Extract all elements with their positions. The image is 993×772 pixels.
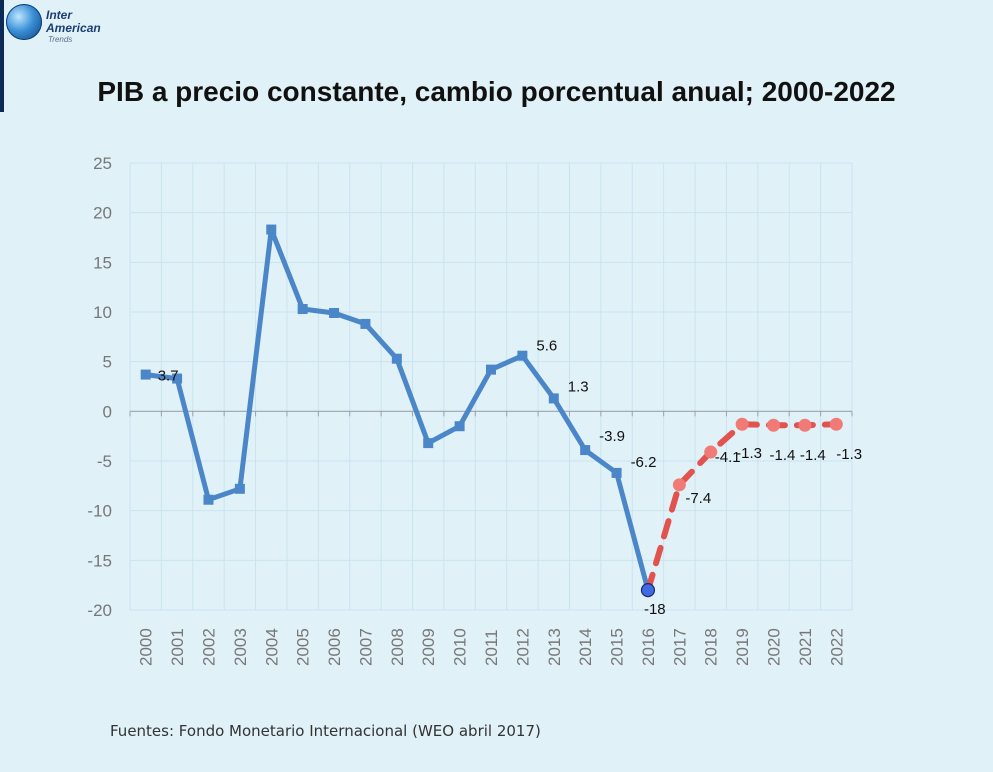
series-1-point [517, 350, 528, 361]
y-tick-label: -10 [87, 502, 112, 521]
series-1-point [391, 353, 402, 364]
data-label: 3.7 [158, 368, 179, 385]
data-label-layer: 3.75.61.3-3.9-6.2-18-7.4-4.1-1.3 -1.4 -1.4… [158, 338, 862, 618]
data-label: -1.3 [736, 445, 762, 462]
series-1-point [172, 373, 183, 384]
x-tick-label: 2010 [451, 628, 470, 666]
series-1-point [234, 483, 245, 494]
series-1-point [423, 438, 434, 449]
left-edge-bar [0, 0, 4, 112]
y-tick-label: 25 [93, 154, 112, 173]
data-label: 1.3 [568, 378, 589, 395]
data-label: -4.1 [715, 449, 741, 466]
series-1-point [360, 318, 371, 329]
data-label: -7.4 [685, 490, 711, 507]
y-tick-label: 0 [103, 402, 112, 421]
y-tick-label: -5 [97, 452, 112, 471]
x-tick-label: 2000 [137, 628, 156, 666]
y-tick-label: 20 [93, 204, 112, 223]
source-note: Fuentes: Fondo Monetario Internacional (… [110, 722, 541, 740]
x-tick-label: 2017 [670, 628, 689, 666]
data-label: -1.4 [770, 447, 796, 464]
x-tick-label: 2012 [513, 628, 532, 666]
inter-american-trends-logo: Inter American Trends [6, 4, 146, 46]
x-tick-label: 2019 [733, 628, 752, 666]
series-1-point [266, 224, 277, 235]
y-tick-label: -15 [87, 551, 112, 570]
y-tick-label: 15 [93, 253, 112, 272]
series-2-point [735, 417, 749, 431]
series-layer [140, 224, 843, 598]
x-tick-label: 2005 [294, 628, 313, 666]
x-tick-label: 2011 [482, 629, 501, 666]
globe-icon [6, 4, 42, 40]
series-1-point [548, 393, 559, 404]
data-label: -1.3 [836, 446, 862, 463]
series-2-point [798, 418, 812, 432]
logo-text-line3: Trends [48, 35, 73, 44]
data-label: -1.4 [800, 447, 826, 464]
x-tick-label: 2006 [325, 628, 344, 666]
series-1-point [203, 494, 214, 505]
x-tick-label: 2014 [576, 628, 595, 666]
x-tick-label: 2013 [545, 628, 564, 666]
x-tick-label: 2018 [702, 628, 721, 666]
series-2-point [672, 478, 686, 492]
x-tick-label: 2020 [765, 628, 784, 666]
series-2-point [767, 418, 781, 432]
y-tick-label: 5 [103, 353, 112, 372]
series-1-point [486, 364, 496, 375]
x-tick-label: 2021 [796, 628, 815, 666]
series-1-point [454, 421, 465, 432]
x-tick-label: 2007 [356, 628, 375, 666]
series-2-point [704, 445, 718, 459]
series-2-point [829, 417, 843, 431]
y-tick-label: -20 [87, 601, 112, 620]
series-1-point [297, 304, 308, 315]
x-tick-label: 2003 [231, 628, 250, 666]
logo-text-line2: American [46, 21, 101, 35]
data-label: -6.2 [631, 454, 657, 471]
x-tick-label: 2015 [608, 628, 627, 666]
x-tick-label: 2022 [827, 628, 846, 666]
grid-layer [129, 162, 853, 611]
series-1-line [143, 227, 651, 593]
chart-title: PIB a precio constante, cambio porcentua… [97, 76, 896, 107]
series-1-point [580, 445, 591, 456]
x-tick-label: 2008 [388, 628, 407, 666]
x-tick-label: 2009 [419, 628, 438, 666]
series-1-point [611, 467, 622, 478]
y-tick-label: 10 [93, 303, 112, 322]
data-label: -18 [644, 601, 666, 618]
x-tick-label: 2001 [168, 628, 187, 666]
x-tick-label: 2004 [262, 628, 281, 666]
data-label: -3.9 [599, 428, 625, 445]
series-1-point [140, 369, 151, 380]
logo-text-line1: Inter [46, 8, 73, 22]
highlight-point [640, 583, 656, 598]
data-label: 5.6 [536, 338, 557, 355]
x-tick-label: 2016 [639, 628, 658, 666]
x-tick-label: 2002 [199, 628, 218, 666]
series-1-point [329, 307, 340, 318]
